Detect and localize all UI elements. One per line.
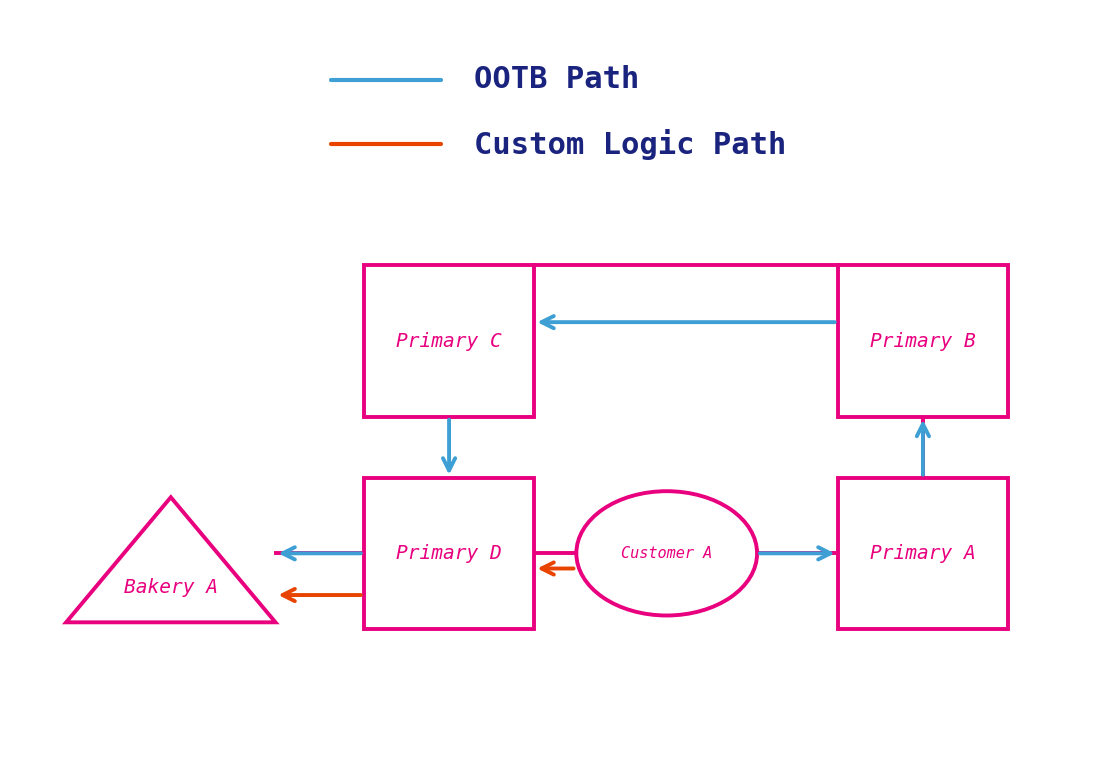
Text: OOTB Path: OOTB Path <box>474 65 639 94</box>
Polygon shape <box>66 497 276 622</box>
Bar <box>364 265 534 417</box>
Text: Custom Logic Path: Custom Logic Path <box>474 129 786 159</box>
Bar <box>364 478 534 629</box>
Bar <box>838 478 1008 629</box>
Text: Primary C: Primary C <box>397 331 501 351</box>
Text: Primary B: Primary B <box>871 331 975 351</box>
Bar <box>838 265 1008 417</box>
Text: Customer A: Customer A <box>622 546 712 561</box>
Circle shape <box>576 491 757 615</box>
Text: Primary D: Primary D <box>397 543 501 563</box>
Text: Primary A: Primary A <box>871 543 975 563</box>
Text: Bakery A: Bakery A <box>123 578 218 597</box>
